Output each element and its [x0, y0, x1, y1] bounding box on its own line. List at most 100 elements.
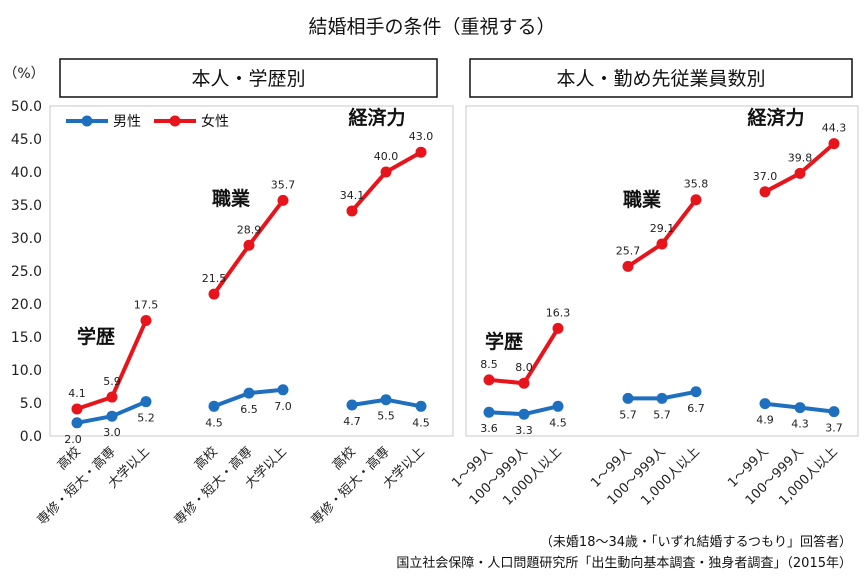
female-data-point [140, 315, 152, 326]
female-data-point [106, 391, 118, 403]
male-data-point [71, 417, 83, 429]
female-data-label: 21.5 [202, 272, 227, 285]
male-data-label: 3.6 [480, 422, 498, 435]
male-data-point [794, 402, 806, 414]
legend-marker-female [169, 115, 181, 127]
female-data-point [243, 239, 255, 251]
male-data-point [828, 406, 840, 418]
y-axis-unit: （%） [3, 66, 44, 82]
x-category-label: 高校 [191, 444, 221, 474]
female-data-point [828, 138, 840, 150]
male-data-point [208, 400, 220, 412]
legend-label-male: 男性 [113, 114, 141, 130]
y-tick-label: 5.0 [20, 396, 42, 412]
female-data-label: 37.0 [753, 170, 778, 183]
male-data-point [759, 398, 771, 410]
male-data-point [622, 392, 634, 404]
male-data-label: 4.5 [549, 416, 567, 429]
y-tick-label: 25.0 [11, 264, 42, 280]
male-data-label: 4.3 [791, 418, 809, 431]
female-data-label: 16.3 [546, 306, 571, 319]
panel-title-box [469, 58, 853, 98]
y-tick-label: 15.0 [11, 330, 42, 346]
male-data-label: 6.5 [240, 403, 258, 416]
female-data-label: 29.1 [650, 222, 675, 235]
male-data-label: 6.7 [687, 402, 705, 415]
male-data-label: 4.7 [343, 415, 361, 428]
female-data-point [415, 146, 427, 158]
y-tick-label: 20.0 [11, 297, 42, 313]
male-data-label: 5.5 [377, 410, 395, 423]
male-data-label: 7.0 [274, 400, 292, 413]
male-data-point [106, 410, 118, 422]
y-tick-label: 10.0 [11, 363, 42, 379]
female-data-label: 40.0 [374, 150, 399, 163]
group-label: 経済力 [348, 106, 405, 129]
y-tick-label: 45.0 [11, 132, 42, 148]
male-data-point [518, 408, 530, 420]
male-data-label: 3.0 [103, 426, 121, 439]
male-data-label: 2.0 [64, 433, 82, 446]
female-data-label: 39.8 [788, 151, 813, 164]
plot-area-frame-1 [465, 105, 859, 437]
female-data-point [277, 194, 289, 206]
female-data-label: 35.7 [271, 178, 296, 191]
legend-marker-male [81, 115, 93, 127]
female-data-label: 5.9 [103, 375, 121, 388]
female-data-point [622, 260, 634, 272]
female-data-point [380, 166, 392, 178]
female-data-point [518, 377, 530, 389]
female-data-point [552, 322, 564, 334]
group-label: 職業 [212, 187, 251, 210]
x-category-label: 高校 [329, 444, 359, 474]
male-data-point [243, 387, 255, 399]
panel-title-box [59, 58, 438, 98]
female-data-point [656, 238, 668, 250]
female-data-label: 25.7 [616, 244, 641, 257]
male-data-label: 5.7 [653, 408, 671, 421]
legend-label-female: 女性 [201, 113, 229, 130]
female-data-label: 8.0 [515, 361, 533, 374]
panel-title: 本人・勤め先従業員数別 [556, 68, 765, 90]
female-data-point [483, 374, 495, 386]
group-label: 職業 [623, 188, 662, 211]
footnote-source: 国立社会保障・人口問題研究所「出生動向基本調査・独身者調査」（2015年） [396, 555, 852, 571]
male-data-point [380, 394, 392, 406]
y-tick-label: 50.0 [11, 99, 42, 115]
plot-area-frame-0 [49, 105, 454, 437]
y-tick-label: 40.0 [11, 165, 42, 181]
y-tick-label: 30.0 [11, 231, 42, 247]
male-data-point [656, 392, 668, 404]
male-data-label: 4.5 [412, 416, 430, 429]
female-data-point [759, 186, 771, 198]
group-label: 学歴 [77, 325, 115, 348]
y-tick-label: 35.0 [11, 198, 42, 214]
male-data-point [690, 386, 702, 398]
female-data-point [71, 403, 83, 415]
male-data-point [415, 400, 427, 412]
female-data-point [794, 167, 806, 179]
male-data-point [140, 396, 152, 408]
male-data-point [552, 400, 564, 412]
female-data-label: 17.5 [134, 299, 159, 312]
female-data-point [208, 288, 220, 300]
y-tick-label: 0.0 [20, 429, 42, 445]
panel-title: 本人・学歴別 [191, 68, 305, 90]
female-data-label: 34.1 [340, 189, 365, 202]
female-data-point [690, 194, 702, 206]
chart-title: 結婚相手の条件（重視する） [308, 16, 555, 38]
male-data-label: 3.7 [825, 422, 843, 435]
footnote-sample: （未婚18～34歳・「いずれ結婚するつもり」回答者） [540, 534, 852, 550]
male-data-label: 3.3 [515, 424, 533, 437]
female-data-label: 43.0 [409, 130, 434, 143]
female-data-label: 4.1 [68, 387, 86, 400]
male-data-label: 4.5 [205, 416, 223, 429]
female-data-label: 8.5 [480, 358, 498, 371]
female-data-label: 44.3 [822, 122, 847, 135]
group-label: 学歴 [485, 330, 523, 353]
female-data-label: 28.9 [237, 223, 262, 236]
female-data-point [346, 205, 358, 217]
female-data-label: 35.8 [684, 178, 709, 191]
